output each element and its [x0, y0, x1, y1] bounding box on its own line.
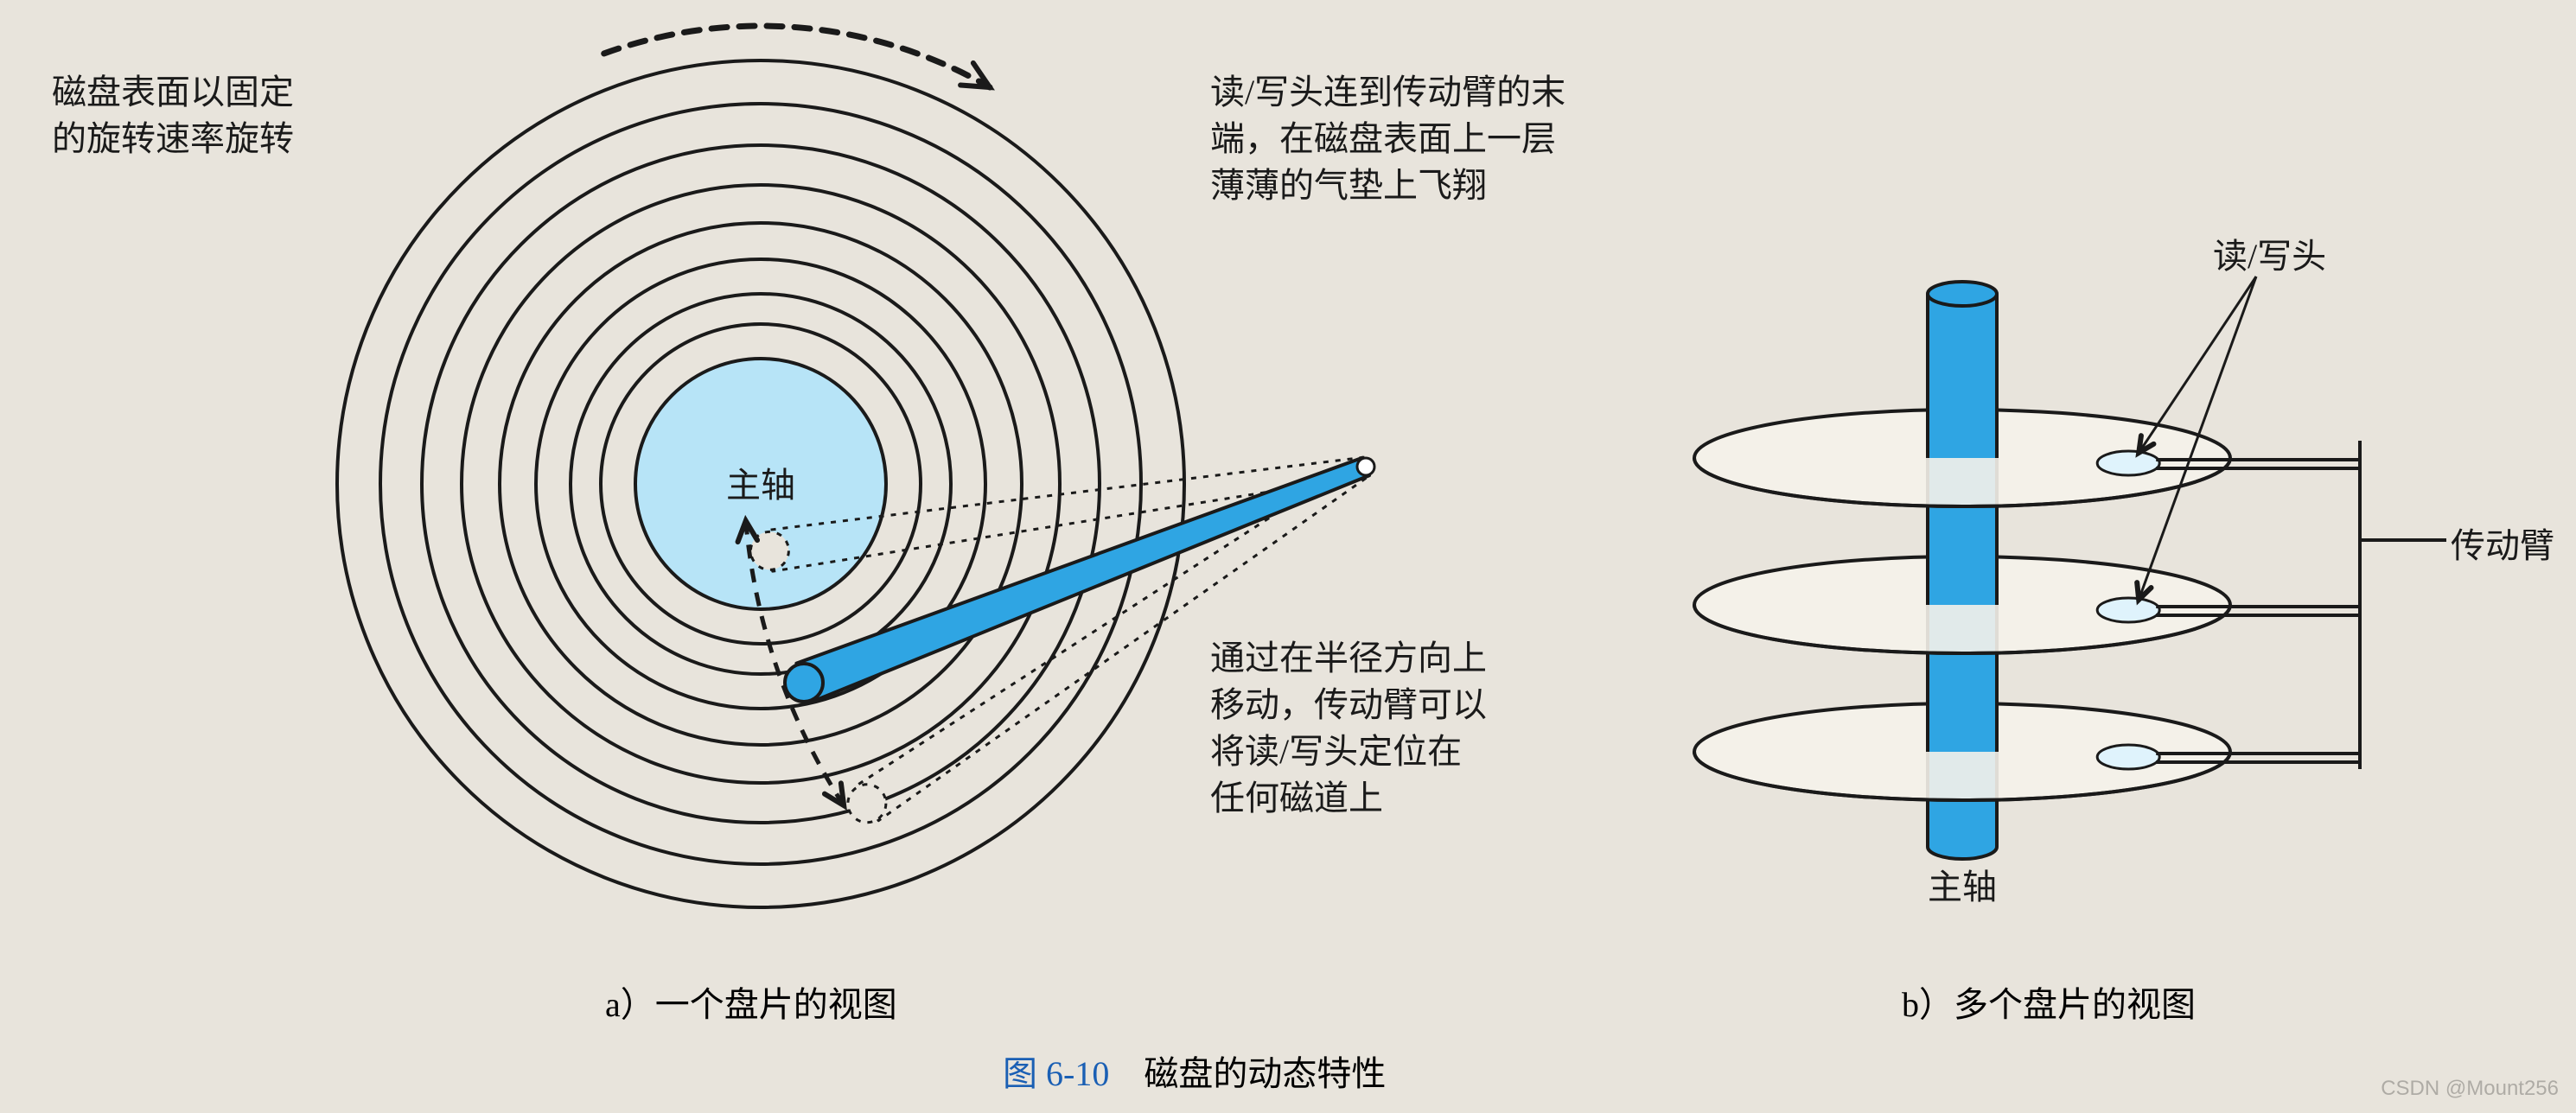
figure-title: 磁盘的动态特性: [1144, 1054, 1386, 1093]
caption-b: b）多个盘片的视图: [1902, 976, 2196, 1027]
label-spindle-b: 主轴: [1928, 864, 1997, 911]
label-rw-head: 读/写头: [2213, 233, 2326, 280]
caption-a: a）一个盘片的视图: [605, 976, 897, 1027]
label-rotation: 磁盘表面以固定 的旋转速率旋转: [52, 69, 294, 162]
figure-number: 图 6-10: [1003, 1054, 1109, 1093]
label-head-desc: 读/写头连到传动臂的末 端，在磁盘表面上一层 薄薄的气垫上飞翔: [1210, 69, 1565, 209]
label-actuator-arm: 传动臂: [2451, 523, 2554, 569]
label-arm-desc: 通过在半径方向上 移动，传动臂可以 将读/写头定位在 任何磁道上: [1210, 635, 1487, 822]
label-spindle-a: 主轴: [726, 462, 795, 509]
figure-caption: 图 6-10 磁盘的动态特性: [1003, 1046, 1386, 1096]
watermark: CSDN @Mount256: [2381, 1077, 2559, 1101]
